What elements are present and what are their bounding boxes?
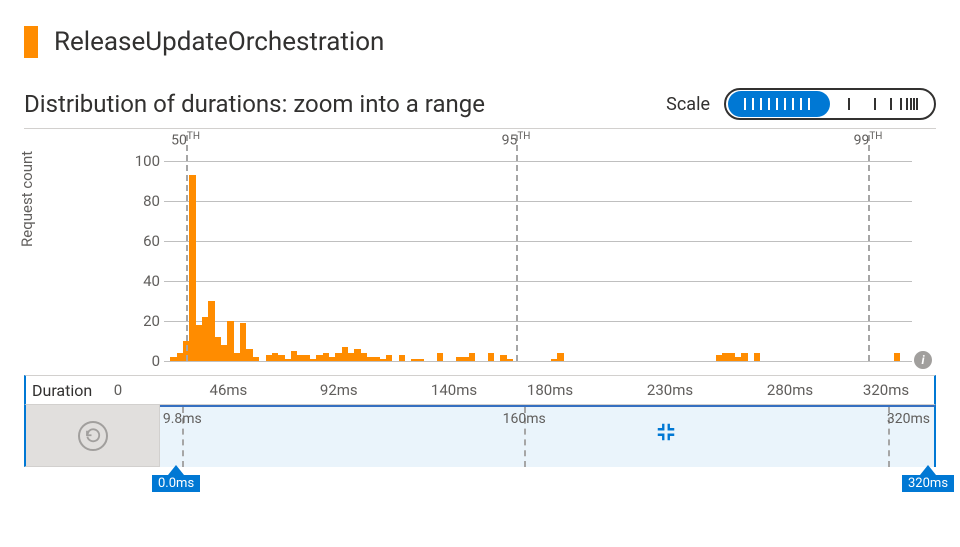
zoom-p95-label: 160ms <box>503 411 546 427</box>
histogram-bar <box>418 359 424 361</box>
zoom-handle-left-value: 0.0ms <box>152 475 200 492</box>
gridline <box>164 361 912 362</box>
histogram-bar <box>386 355 392 361</box>
histogram-bar <box>253 357 259 361</box>
histogram-bar <box>754 353 760 361</box>
zoom-range-strip[interactable]: 9.8ms 160ms 320ms <box>160 405 936 467</box>
percentile-label: 95TH <box>502 131 531 149</box>
log-ticks-icon <box>841 97 921 111</box>
percentile-label: 99TH <box>854 131 883 149</box>
accent-indicator <box>24 26 38 58</box>
percentile-label: 50TH <box>171 131 200 149</box>
reset-zoom-button[interactable] <box>78 421 108 451</box>
linear-ticks-icon <box>739 97 819 111</box>
x-tick: 46ms <box>210 381 248 399</box>
x-tick: 230ms <box>647 381 693 399</box>
histogram-bar <box>741 353 747 361</box>
zoom-handle-left[interactable]: 0.0ms <box>152 465 200 492</box>
y-tick: 0 <box>120 352 160 370</box>
x-axis-title: Duration <box>26 381 118 400</box>
x-tick: 180ms <box>527 381 573 399</box>
y-tick: 100 <box>120 152 160 170</box>
histogram-bar <box>469 353 475 361</box>
histogram-bar <box>507 359 513 361</box>
x-tick: 0 <box>114 381 122 399</box>
collapse-icon[interactable] <box>655 421 677 443</box>
percentile-line <box>868 135 870 361</box>
scale-label: Scale <box>666 94 710 115</box>
y-tick: 80 <box>120 192 160 210</box>
zoom-handle-right-value: 320ms <box>902 475 954 492</box>
histogram-bar <box>488 353 494 361</box>
info-icon[interactable]: i <box>914 351 932 369</box>
zoom-handle-right[interactable]: 320ms <box>902 465 954 492</box>
chart-subtitle: Distribution of durations: zoom into a r… <box>24 90 485 118</box>
percentile-line <box>516 135 518 361</box>
x-tick: 140ms <box>431 381 477 399</box>
histogram-bar <box>894 353 900 361</box>
divider <box>24 128 936 129</box>
zoom-p99-label: 320ms <box>887 411 930 427</box>
x-tick: 92ms <box>320 381 358 399</box>
page-title: ReleaseUpdateOrchestration <box>54 27 384 57</box>
y-tick: 40 <box>120 272 160 290</box>
histogram-bar <box>557 353 563 361</box>
y-axis-title: Request count <box>18 151 36 247</box>
scale-option-log[interactable] <box>830 91 932 117</box>
percentile-line <box>186 135 188 361</box>
histogram-bar <box>437 353 443 361</box>
histogram-bar <box>399 355 405 361</box>
histogram-chart[interactable]: i 02040608010050TH95TH99TH <box>120 135 912 375</box>
y-tick: 20 <box>120 312 160 330</box>
x-tick: 320ms <box>863 381 909 399</box>
x-tick: 280ms <box>767 381 813 399</box>
y-tick: 60 <box>120 232 160 250</box>
zoom-p50-label: 9.8ms <box>163 411 202 427</box>
scale-toggle[interactable] <box>724 88 936 120</box>
scale-option-linear[interactable] <box>728 91 830 117</box>
x-axis-row: Duration 0 46ms 92ms 140ms 180ms 230ms 280ms 32… <box>24 375 936 405</box>
